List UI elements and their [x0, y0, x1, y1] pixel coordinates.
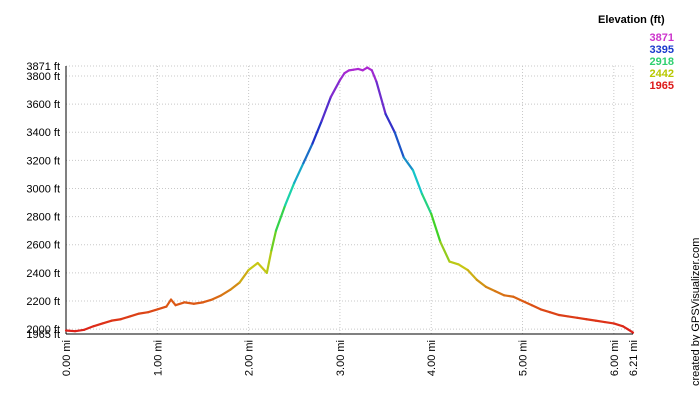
elevation-profile	[64, 66, 635, 334]
profile-segment	[393, 131, 405, 159]
profile-segment	[420, 192, 433, 215]
profile-segment	[375, 80, 387, 116]
credit-text: created by GPSVisualizer.com	[690, 237, 700, 386]
x-tick-label: 1.00 mi	[152, 340, 164, 376]
profile-segment	[229, 281, 241, 291]
profile-segment	[484, 285, 497, 293]
legend-item: 3395	[649, 44, 674, 56]
profile-segment	[567, 315, 579, 319]
profile-segment	[293, 162, 305, 184]
profile-segment	[284, 181, 296, 207]
profile-segment	[557, 313, 570, 318]
profile-segment	[119, 315, 132, 321]
y-tick-label: 2200 ft	[26, 296, 60, 308]
legend-title: Elevation (ft)	[598, 14, 665, 26]
x-tick-label: 5.00 mi	[518, 340, 530, 376]
x-tick-label: 0.00 mi	[61, 340, 73, 376]
profile-segment	[201, 298, 214, 304]
profile-segment	[156, 305, 168, 311]
grid	[65, 65, 634, 335]
profile-segment	[457, 263, 469, 272]
y-tick-label: 3200 ft	[26, 155, 60, 167]
profile-segment	[411, 169, 424, 196]
profile-segment	[220, 288, 232, 297]
y-tick-label: 3800 ft	[26, 71, 60, 83]
legend-item: 1965	[649, 80, 674, 92]
profile-segment	[402, 156, 415, 172]
x-tick-label: 2.00 mi	[244, 340, 256, 376]
profile-segment	[530, 304, 542, 311]
profile-segment	[101, 319, 113, 325]
profile-segment	[448, 260, 460, 266]
y-tick-label: 2000 ft	[26, 324, 60, 336]
profile-segment	[137, 311, 150, 315]
profile-segment	[192, 301, 205, 305]
profile-segment	[311, 119, 323, 145]
profile-segment	[169, 298, 177, 307]
profile-segment	[210, 294, 223, 301]
profile-segment	[603, 320, 615, 325]
profile-segment	[512, 295, 524, 303]
y-tick-label: 3400 ft	[26, 127, 60, 139]
profile-segment	[256, 261, 268, 274]
profile-segment	[503, 294, 515, 298]
profile-segment	[238, 268, 250, 284]
profile-segment	[110, 318, 122, 322]
y-tick-label: 2600 ft	[26, 240, 60, 252]
profile-segment	[430, 212, 442, 244]
profile-segment	[320, 95, 332, 123]
y-tick-label: 1965 ft	[26, 329, 60, 341]
profile-segment	[466, 268, 478, 281]
profile-segment	[270, 229, 278, 252]
profile-segment	[274, 204, 287, 232]
legend-item: 2442	[649, 68, 674, 80]
x-tick-label: 6.00 mi	[609, 340, 621, 376]
profile-segment	[247, 261, 259, 272]
profile-segment	[147, 308, 159, 314]
profile-segment	[521, 299, 533, 307]
y-tick-label: 3600 ft	[26, 99, 60, 111]
profile-segment	[165, 298, 173, 308]
profile-segment	[174, 301, 186, 307]
legend-item: 3871	[649, 32, 674, 44]
y-tick-label: 2400 ft	[26, 268, 60, 280]
profile-segment	[183, 301, 195, 305]
y-tick-label: 3000 ft	[26, 183, 60, 195]
profile-segment	[265, 249, 273, 274]
profile-segment	[494, 290, 506, 297]
profile-segment	[128, 312, 141, 318]
profile-segment	[585, 318, 597, 322]
legend-item: 2918	[649, 56, 674, 68]
profile-segment	[302, 142, 314, 165]
profile-segment	[612, 322, 625, 328]
profile-segment	[64, 329, 77, 333]
y-tick-label: 2800 ft	[26, 212, 60, 224]
profile-segment	[329, 79, 342, 99]
y-tick-label: 3871 ft	[26, 61, 60, 73]
profile-segment	[576, 316, 588, 321]
profile-segment	[594, 319, 606, 324]
profile-segment	[74, 328, 86, 333]
profile-segment	[539, 308, 552, 314]
x-axis: 0.00 mi 1.00 mi 2.00 mi 3.00 mi 4.00 mi 5.00 …	[61, 340, 640, 376]
profile-segment	[384, 112, 396, 134]
x-tick-label: 4.00 mi	[426, 340, 438, 376]
profile-segment	[475, 278, 488, 288]
profile-segment	[548, 311, 561, 317]
profile-segment	[626, 327, 635, 334]
profile-segment	[92, 322, 104, 328]
profile-segment	[83, 325, 95, 331]
profile-segment	[370, 69, 378, 83]
x-tick-label: 6.21 mi	[628, 340, 640, 376]
profile-segment	[338, 72, 346, 82]
x-tick-label: 3.00 mi	[335, 340, 347, 376]
profile-segment	[439, 240, 451, 263]
